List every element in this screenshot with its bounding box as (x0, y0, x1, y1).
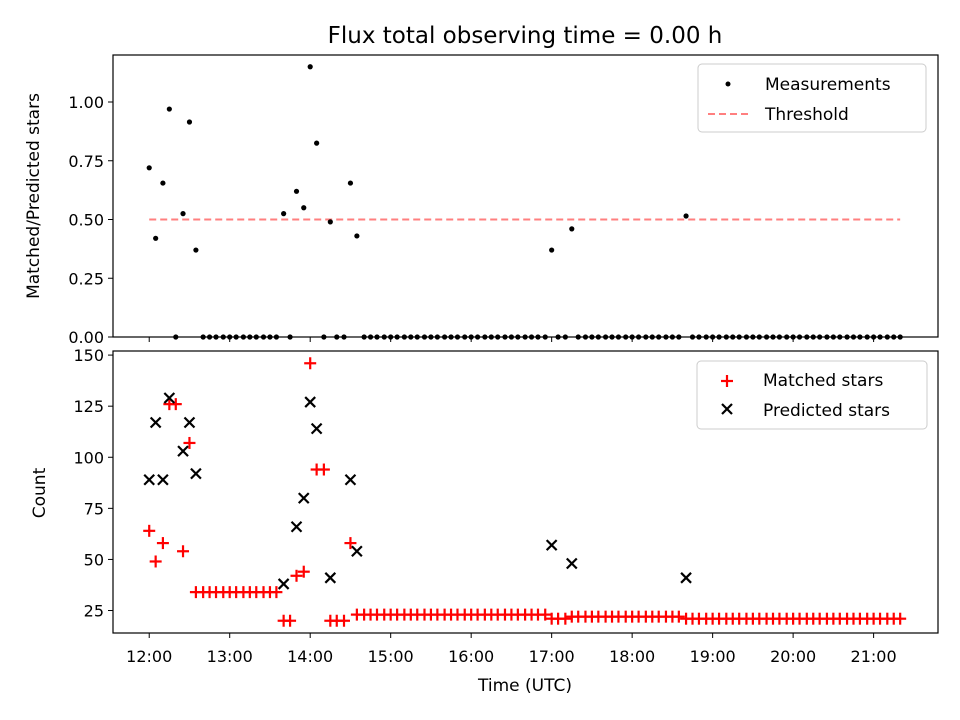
legend-label-threshold: Threshold (764, 105, 849, 125)
y-axis-label-ratio: Matched/Predicted stars (24, 93, 44, 299)
y-axis-label-count: Count (30, 467, 50, 518)
measurement-point (307, 64, 313, 70)
predicted-point (190, 467, 202, 480)
matched-point (539, 608, 552, 621)
y-tick-label-count: 25 (84, 602, 104, 621)
panel-ratio-frame (112, 54, 939, 338)
legend-marker-measurements (725, 81, 731, 87)
x-tick-label: 21:00 (851, 647, 897, 666)
predicted-point (324, 572, 337, 584)
y-tick-label-count: 125 (73, 397, 104, 416)
predicted-point (304, 396, 316, 408)
y-tick-label-ratio: 0.00 (68, 328, 104, 347)
measurement-point (153, 235, 159, 241)
matched-point (338, 614, 350, 627)
matched-point (317, 463, 330, 476)
matched-point (894, 612, 907, 625)
measurement-point (186, 119, 193, 125)
legend-marker-matched (721, 375, 733, 387)
measurement-point (347, 180, 354, 186)
matched-point (559, 612, 572, 625)
measurement-point (281, 211, 287, 217)
x-axis-label: Time (UTC) (477, 676, 572, 696)
measurement-point (569, 226, 575, 232)
matched-point (270, 586, 283, 599)
predicted-point (351, 545, 363, 558)
predicted-point (149, 416, 162, 429)
matched-point (297, 565, 310, 578)
measurement-point (180, 211, 186, 217)
x-tick-label: 20:00 (770, 647, 816, 666)
measurement-point (354, 233, 360, 239)
predicted-point (290, 520, 303, 533)
legend-marker-predicted (721, 403, 733, 415)
legend-label-measurements: Measurements (765, 75, 891, 95)
x-tick-label: 14:00 (287, 647, 333, 666)
legend-label-matched: Matched stars (763, 371, 883, 391)
predicted-point (143, 473, 155, 486)
x-tick-label: 15:00 (368, 647, 414, 666)
panel-counts-frame (112, 350, 939, 634)
y-tick-label-count: 150 (73, 346, 104, 365)
x-tick-label: 18:00 (609, 647, 655, 666)
predicted-point (680, 572, 692, 584)
matched-point (169, 398, 182, 411)
matched-point (156, 537, 169, 550)
predicted-point (163, 392, 176, 404)
predicted-point (177, 445, 189, 457)
measurement-point (146, 165, 152, 171)
y-tick-label-count: 50 (84, 550, 104, 569)
predicted-point (277, 578, 290, 590)
panel-counts: 25 50 75 100 125 150 12:00 13:00 14:00 15:00 16:0… (30, 346, 939, 696)
predicted-point (310, 422, 323, 435)
x-tick-label: 16:00 (448, 647, 494, 666)
x-tick-label: 12:00 (126, 647, 172, 666)
predicted-point (344, 473, 357, 486)
predicted-point (297, 492, 310, 504)
y-tick-label-ratio: 0.75 (68, 152, 104, 171)
panel-ratio: 0.00 0.25 0.50 0.75 1.00 Matched/Predicted s… (24, 54, 939, 347)
measurement-point (327, 219, 333, 225)
matched-point (284, 614, 297, 627)
y-tick-label-ratio: 0.50 (68, 211, 104, 230)
measurement-point (314, 140, 320, 146)
matched-point (344, 537, 357, 550)
y-tick-label-ratio: 0.25 (68, 269, 104, 288)
matched-point (183, 436, 196, 449)
measurement-point (549, 247, 555, 253)
measurement-point (683, 213, 689, 219)
legend-ratio: Measurements Threshold (697, 63, 927, 133)
x-tick-label: 13:00 (207, 647, 253, 666)
measurement-point (193, 247, 199, 253)
predicted-point (157, 473, 169, 486)
matched-point (143, 524, 156, 537)
x-tick-label: 19:00 (690, 647, 736, 666)
matched-point (672, 610, 685, 623)
matched-point (149, 555, 162, 568)
matched-point (290, 569, 303, 582)
legend-counts: Matched stars Predicted stars (696, 360, 928, 430)
y-tick-label-count: 75 (84, 499, 104, 518)
measurement-point (166, 106, 172, 112)
measurement-point (293, 188, 300, 194)
legend-label-predicted: Predicted stars (763, 401, 890, 421)
predicted-point (183, 416, 196, 429)
predicted-point (566, 557, 578, 570)
y-tick-label-count: 100 (73, 448, 104, 467)
chart-title: Flux total observing time = 0.00 h (328, 23, 723, 49)
y-tick-label-ratio: 1.00 (68, 93, 104, 112)
predicted-point (545, 539, 558, 551)
x-tick-label: 17:00 (529, 647, 575, 666)
measurement-point (301, 205, 307, 211)
matched-point (177, 545, 190, 558)
matched-point (304, 357, 317, 370)
measurement-point (160, 180, 166, 186)
